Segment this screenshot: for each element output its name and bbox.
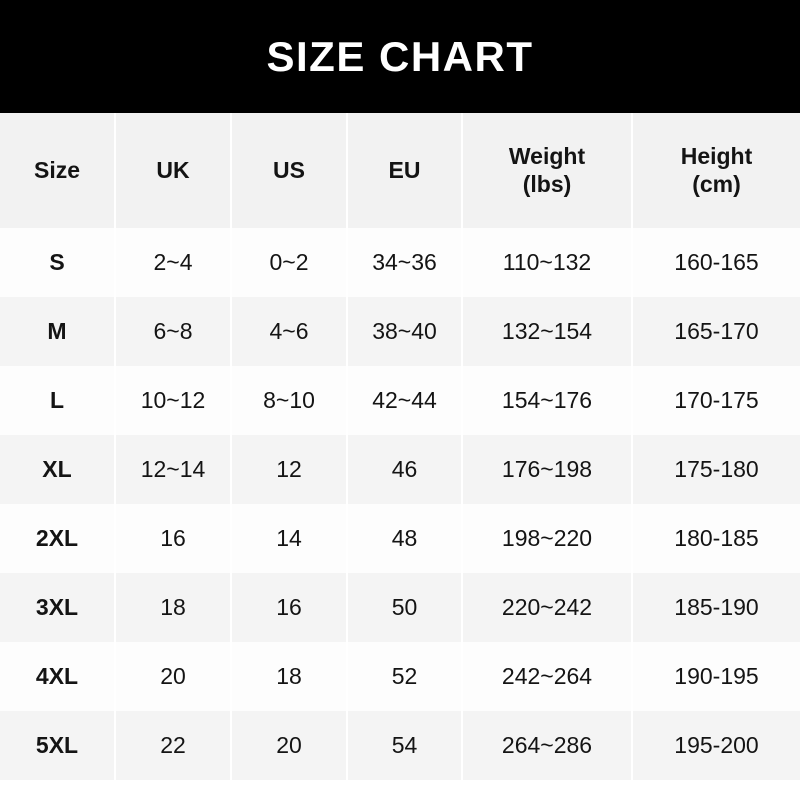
table-row: 2XL 16 14 48 198~220 180-185 [0, 504, 800, 573]
title-banner: SIZE CHART [0, 0, 800, 113]
table-row: S 2~4 0~2 34~36 110~132 160-165 [0, 228, 800, 297]
page-bottom-margin [0, 780, 800, 800]
cell-height: 165-170 [674, 317, 759, 344]
cell-eu: 48 [348, 504, 463, 573]
cell-height: 180-185 [674, 524, 759, 551]
cell-height: 170-175 [674, 386, 759, 413]
cell-us: 12 [232, 435, 348, 504]
cell-size: 5XL [0, 711, 116, 780]
cell-height: 160-165 [674, 248, 759, 275]
column-header-weight-unit: (lbs) [522, 170, 572, 197]
cell-height: 190-195 [674, 662, 759, 689]
cell-eu: 34~36 [348, 228, 463, 297]
cell-us: 16 [232, 573, 348, 642]
cell-uk: 6~8 [116, 297, 232, 366]
column-header-weight: Weight (lbs) [463, 113, 633, 228]
cell-eu: 50 [348, 573, 463, 642]
cell-us: 0~2 [232, 228, 348, 297]
cell-size: XL [0, 435, 116, 504]
cell-weight: 176~198 [463, 435, 633, 504]
table-row: 3XL 18 16 50 220~242 185-190 [0, 573, 800, 642]
cell-uk: 2~4 [116, 228, 232, 297]
size-chart-table: Size UK US EU Weight (lbs) Height (cm) S… [0, 113, 800, 780]
table-row: 4XL 20 18 52 242~264 190-195 [0, 642, 800, 711]
cell-size: S [0, 228, 116, 297]
cell-us: 18 [232, 642, 348, 711]
table-row: M 6~8 4~6 38~40 132~154 165-170 [0, 297, 800, 366]
column-header-weight-line1: Weight [508, 143, 586, 170]
cell-weight: 132~154 [463, 297, 633, 366]
cell-height: 175-180 [674, 455, 759, 482]
table-row: 5XL 22 20 54 264~286 195-200 [0, 711, 800, 780]
column-header-height-line1: Height [680, 143, 753, 170]
column-header-eu-line1: EU [388, 156, 421, 183]
column-header-size-line1: Size [33, 156, 81, 183]
cell-us: 14 [232, 504, 348, 573]
cell-us: 4~6 [232, 297, 348, 366]
column-header-uk-line1: UK [156, 156, 190, 183]
cell-weight: 220~242 [463, 573, 633, 642]
cell-eu: 38~40 [348, 297, 463, 366]
column-header-us-line1: US [273, 156, 305, 183]
cell-uk: 22 [116, 711, 232, 780]
cell-weight: 198~220 [463, 504, 633, 573]
cell-size: M [0, 297, 116, 366]
cell-eu: 46 [348, 435, 463, 504]
table-row: XL 12~14 12 46 176~198 175-180 [0, 435, 800, 504]
column-header-height: Height (cm) [633, 113, 800, 228]
cell-uk: 12~14 [116, 435, 232, 504]
column-header-us: US [232, 113, 348, 228]
cell-uk: 20 [116, 642, 232, 711]
table-row: L 10~12 8~10 42~44 154~176 170-175 [0, 366, 800, 435]
column-header-height-unit: (cm) [692, 170, 741, 197]
table-header-row: Size UK US EU Weight (lbs) Height (cm) [0, 113, 800, 228]
column-header-size: Size [0, 113, 116, 228]
cell-eu: 42~44 [348, 366, 463, 435]
cell-weight: 264~286 [463, 711, 633, 780]
cell-weight: 154~176 [463, 366, 633, 435]
cell-height: 185-190 [674, 593, 759, 620]
cell-us: 20 [232, 711, 348, 780]
cell-size: 2XL [0, 504, 116, 573]
cell-uk: 18 [116, 573, 232, 642]
page-title: SIZE CHART [266, 32, 534, 80]
cell-size: 4XL [0, 642, 116, 711]
cell-size: L [0, 366, 116, 435]
cell-uk: 10~12 [116, 366, 232, 435]
column-header-uk: UK [116, 113, 232, 228]
cell-weight: 110~132 [463, 228, 633, 297]
cell-height: 195-200 [674, 731, 759, 758]
cell-eu: 54 [348, 711, 463, 780]
column-header-eu: EU [348, 113, 463, 228]
cell-eu: 52 [348, 642, 463, 711]
cell-us: 8~10 [232, 366, 348, 435]
cell-size: 3XL [0, 573, 116, 642]
cell-weight: 242~264 [463, 642, 633, 711]
cell-uk: 16 [116, 504, 232, 573]
